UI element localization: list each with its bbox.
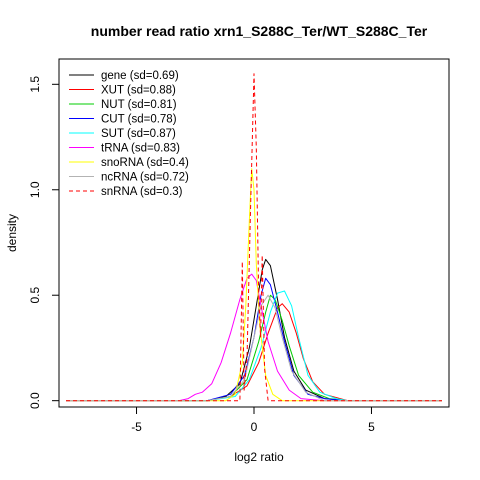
x-tick-label: 0 [251,420,258,434]
legend-label-0: gene (sd=0.69) [101,70,179,82]
plot-frame [58,58,450,408]
x-tick-label: -5 [131,420,142,434]
legend-label-3: CUT (sd=0.78) [101,114,177,126]
y-axis-label: density [5,214,19,252]
chart-title: number read ratio xrn1_S288C_Ter/WT_S288… [91,23,428,39]
series-line-3 [66,277,442,402]
series-line-8 [66,73,442,402]
plot-area [58,58,450,408]
series-line-7 [66,294,442,402]
x-tick-label: 5 [368,420,375,434]
y-axis: 0.0 0.5 1.0 1.5 [28,76,60,409]
legend-label-4: SUT (sd=0.87) [101,128,176,140]
y-tick-label: 0.0 [28,392,42,409]
series-line-2 [66,294,442,402]
y-tick-label: 1.5 [28,76,42,93]
series-line-4 [66,290,442,402]
legend-label-5: tRNA (sd=0.83) [101,143,180,155]
x-axis: -5 0 5 [131,406,375,434]
legend: gene (sd=0.69) XUT (sd=0.88) NUT (sd=0.81)… [69,70,189,198]
legend-label-1: XUT (sd=0.88) [101,85,176,97]
series-line-0 [66,258,442,402]
legend-label-6: snoRNA (sd=0.4) [101,157,189,169]
y-tick-label: 1.0 [28,181,42,198]
legend-label-8: snRNA (sd=0.3) [101,186,183,198]
x-axis-label: log2 ratio [234,450,284,464]
legend-label-2: NUT (sd=0.81) [101,99,177,111]
y-tick-label: 0.5 [28,287,42,304]
legend-label-7: ncRNA (sd=0.72) [101,172,189,184]
